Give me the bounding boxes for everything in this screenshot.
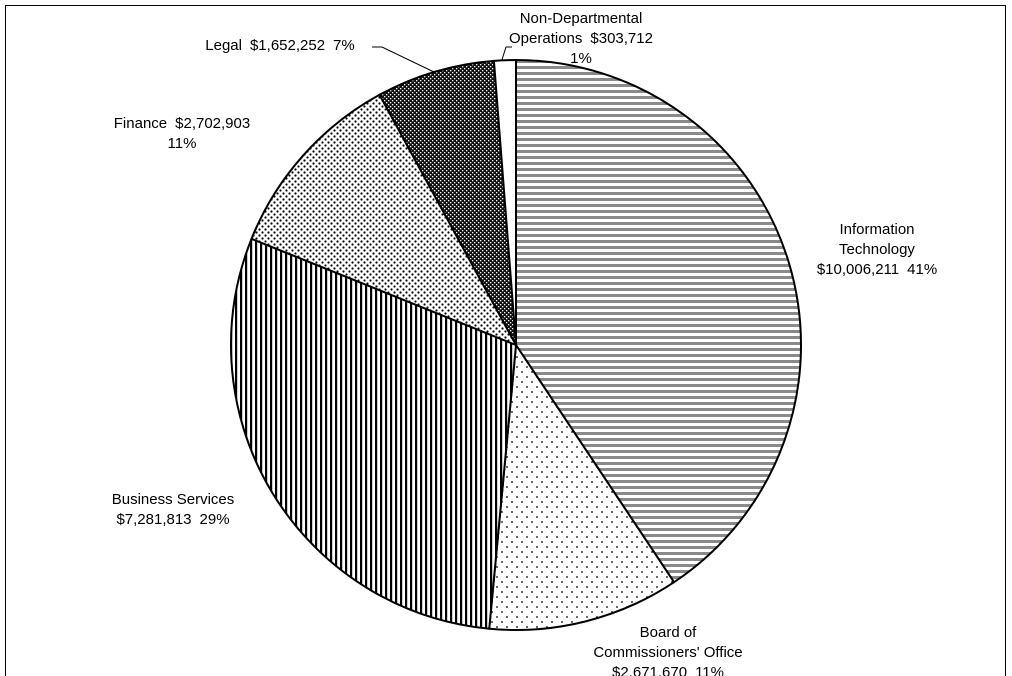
slice-value-label: $1,652,252 bbox=[250, 37, 325, 54]
pie-slice bbox=[250, 93, 517, 346]
slice-value-label: $7,281,813 bbox=[116, 511, 191, 528]
slice-label-category: Information Technology bbox=[839, 221, 915, 258]
slice-value-label: $2,702,903 bbox=[175, 115, 250, 132]
slice-value-label: $303,712 bbox=[590, 30, 653, 47]
labels: Information Technology $10,006,211 41% Board… bbox=[112, 10, 937, 676]
slice-label-category: Business Services bbox=[112, 491, 235, 508]
pie-slice bbox=[492, 59, 517, 346]
leader-line bbox=[372, 46, 435, 73]
pie-slice bbox=[488, 344, 676, 631]
slice-value-label: $10,006,211 bbox=[817, 261, 899, 278]
slice-value-label: $2,671,670 bbox=[612, 664, 687, 676]
pie-slice bbox=[378, 59, 517, 346]
slice-percent-label: 7% bbox=[333, 37, 355, 54]
pie-slice bbox=[230, 237, 517, 630]
slice-percent-label: 1% bbox=[570, 50, 592, 67]
slice-label-category: Board of Commissioners' Office bbox=[593, 624, 742, 661]
slice-label-category: Finance bbox=[114, 115, 167, 132]
pie bbox=[230, 59, 802, 631]
slice-percent-label: 41% bbox=[907, 261, 937, 278]
slice-label-category: Legal bbox=[205, 37, 242, 54]
slice-label-category: Non-Departmental Operations bbox=[509, 10, 642, 47]
slice-percent-label: 11% bbox=[695, 664, 724, 676]
slice-percent-label: 11% bbox=[168, 135, 197, 152]
chart-border bbox=[5, 5, 1006, 676]
slice-percent-label: 29% bbox=[200, 511, 230, 528]
